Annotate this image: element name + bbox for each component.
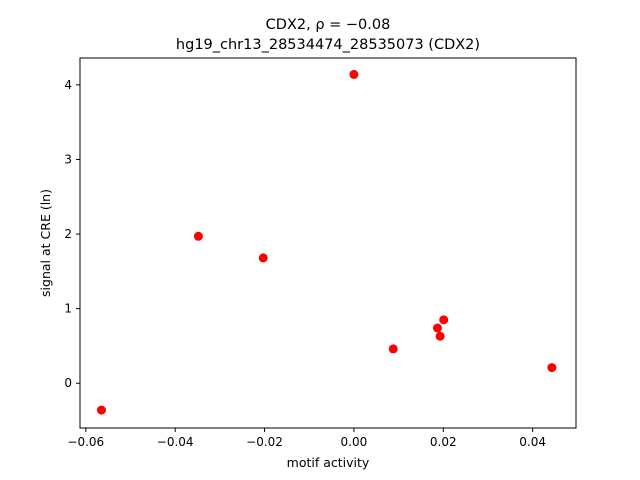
y-tick-label: 4	[64, 78, 72, 92]
scatter-point	[435, 331, 445, 341]
x-tick-label: 0.00	[341, 435, 368, 449]
plot-frame	[79, 57, 577, 429]
scatter-point	[432, 323, 442, 333]
x-tick-label: 0.02	[430, 435, 457, 449]
y-tick-label: 2	[64, 227, 72, 241]
y-tick-label: 3	[64, 152, 72, 166]
scatter-point	[439, 315, 449, 325]
x-tick-label: −0.02	[246, 435, 283, 449]
y-tick-label: 1	[64, 302, 72, 316]
y-axis-ticks: 0 1 2 3 4	[64, 78, 80, 390]
y-tick-label: 0	[64, 376, 72, 390]
scatter-point	[547, 363, 557, 373]
chart-title-line2: hg19_chr13_28534474_28535073 (CDX2)	[176, 37, 480, 53]
chart-title-line1: CDX2, ρ = −0.08	[266, 17, 391, 33]
scatter-point	[388, 344, 398, 354]
x-tick-label: 0.04	[519, 435, 546, 449]
x-tick-label: −0.06	[67, 435, 104, 449]
scatter-point	[349, 69, 359, 79]
x-tick-label: −0.04	[157, 435, 194, 449]
scatter-point	[258, 253, 268, 263]
y-axis-label: signal at CRE (ln)	[38, 189, 53, 297]
scatter-point	[193, 231, 203, 241]
scatter-point	[96, 405, 106, 415]
x-axis-label: motif activity	[287, 455, 370, 470]
x-axis-ticks: −0.06 −0.04 −0.02 0.00 0.02 0.04	[67, 428, 546, 449]
scatter-points	[96, 69, 557, 415]
